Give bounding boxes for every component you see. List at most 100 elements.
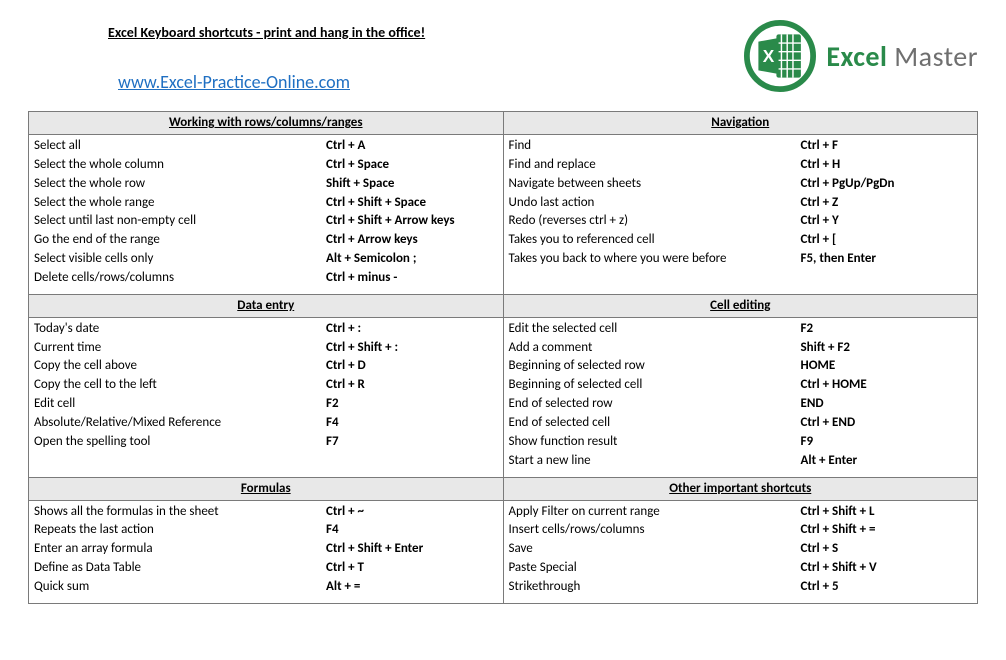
shortcut-row: Shows all the formulas in the sheetCtrl … — [34, 503, 498, 522]
shortcut-keys: Ctrl + : — [326, 320, 498, 339]
section-rows: FindCtrl + FFind and replaceCtrl + HNavi… — [504, 135, 978, 275]
shortcut-keys: Ctrl + Arrow keys — [326, 231, 498, 250]
shortcut-row: Copy the cell to the leftCtrl + R — [34, 376, 498, 395]
shortcut-desc: Open the spelling tool — [34, 433, 326, 452]
shortcut-desc: Quick sum — [34, 578, 326, 597]
shortcut-keys: Ctrl + T — [326, 559, 498, 578]
shortcut-desc: Navigate between sheets — [509, 175, 801, 194]
shortcut-desc: Delete cells/rows/columns — [34, 269, 326, 288]
shortcut-desc: Paste Special — [509, 559, 801, 578]
section-rows: Select allCtrl + ASelect the whole colum… — [29, 135, 503, 294]
header: Excel Keyboard shortcuts - print and han… — [28, 20, 978, 93]
shortcut-desc: Apply Filter on current range — [509, 503, 801, 522]
shortcut-desc: Add a comment — [509, 339, 801, 358]
shortcut-row: Enter an array formulaCtrl + Shift + Ent… — [34, 540, 498, 559]
shortcut-row: Edit cellF2 — [34, 395, 498, 414]
shortcut-keys: Ctrl + Shift + : — [326, 339, 498, 358]
shortcut-keys: Alt + = — [326, 578, 498, 597]
shortcut-keys: Ctrl + END — [801, 414, 973, 433]
shortcut-keys: Ctrl + HOME — [801, 376, 973, 395]
shortcut-row: StrikethroughCtrl + 5 — [509, 578, 973, 597]
site-link[interactable]: www.Excel-Practice-Online.com — [118, 71, 350, 93]
shortcut-keys: Ctrl + Shift + Enter — [326, 540, 498, 559]
shortcut-keys: Shift + Space — [326, 175, 498, 194]
shortcut-keys: Ctrl + Shift + V — [801, 559, 973, 578]
section-rows: Apply Filter on current rangeCtrl + Shif… — [504, 501, 978, 603]
shortcut-desc: Edit cell — [34, 395, 326, 414]
shortcut-keys: Ctrl + Y — [801, 212, 973, 231]
shortcut-keys: Ctrl + D — [326, 357, 498, 376]
shortcut-desc: Strikethrough — [509, 578, 801, 597]
shortcut-row: Select allCtrl + A — [34, 137, 498, 156]
shortcut-desc: Select the whole range — [34, 194, 326, 213]
svg-text:X: X — [763, 46, 775, 66]
shortcut-keys: Ctrl + PgUp/PgDn — [801, 175, 973, 194]
shortcut-keys: END — [801, 395, 973, 414]
section-title: Other important shortcuts — [504, 478, 978, 501]
shortcut-row: Show function resultF9 — [509, 433, 973, 452]
shortcut-row: Absolute/Relative/Mixed ReferenceF4 — [34, 414, 498, 433]
section-title: Formulas — [29, 478, 503, 501]
header-left: Excel Keyboard shortcuts - print and han… — [28, 20, 551, 93]
shortcut-desc: Repeats the last action — [34, 521, 326, 540]
shortcut-desc: Show function result — [509, 433, 801, 452]
shortcut-desc: Start a new line — [509, 452, 801, 471]
section-title: Working with rows/columns/ranges — [29, 112, 503, 135]
shortcut-keys: F4 — [326, 521, 498, 540]
shortcut-keys: Shift + F2 — [801, 339, 973, 358]
shortcut-keys: Ctrl + 5 — [801, 578, 973, 597]
excel-logo-icon: X — [744, 20, 816, 92]
section: NavigationFindCtrl + FFind and replaceCt… — [504, 112, 979, 295]
shortcut-desc: End of selected row — [509, 395, 801, 414]
shortcut-row: Takes you to referenced cellCtrl + [ — [509, 231, 973, 250]
shortcut-desc: Undo last action — [509, 194, 801, 213]
shortcut-row: Undo last actionCtrl + Z — [509, 194, 973, 213]
shortcut-desc: Takes you back to where you were before — [509, 250, 801, 269]
shortcut-keys: F9 — [801, 433, 973, 452]
shortcut-keys: Alt + Enter — [801, 452, 973, 471]
shortcut-desc: Copy the cell above — [34, 357, 326, 376]
shortcut-keys: Ctrl + Shift + = — [801, 521, 973, 540]
section-rows: Today's dateCtrl + :Current timeCtrl + S… — [29, 318, 503, 458]
shortcut-desc: Shows all the formulas in the sheet — [34, 503, 326, 522]
shortcut-row: Navigate between sheetsCtrl + PgUp/PgDn — [509, 175, 973, 194]
shortcut-desc: Select the whole column — [34, 156, 326, 175]
section-title: Navigation — [504, 112, 978, 135]
shortcut-keys: Ctrl + A — [326, 137, 498, 156]
shortcut-row: Find and replaceCtrl + H — [509, 156, 973, 175]
shortcut-keys: Ctrl + Space — [326, 156, 498, 175]
shortcut-row: Delete cells/rows/columnsCtrl + minus - — [34, 269, 498, 288]
shortcut-desc: Define as Data Table — [34, 559, 326, 578]
shortcut-row: Select until last non-empty cellCtrl + S… — [34, 212, 498, 231]
shortcut-keys: Ctrl + [ — [801, 231, 973, 250]
section-title: Cell editing — [504, 295, 978, 318]
shortcut-keys: Ctrl + H — [801, 156, 973, 175]
shortcut-desc: Insert cells/rows/columns — [509, 521, 801, 540]
shortcut-keys: Ctrl + ~ — [326, 503, 498, 522]
shortcut-row: SaveCtrl + S — [509, 540, 973, 559]
shortcut-keys: Alt + Semicolon ; — [326, 250, 498, 269]
section-title: Data entry — [29, 295, 503, 318]
shortcut-desc: Find — [509, 137, 801, 156]
shortcut-row: Add a commentShift + F2 — [509, 339, 973, 358]
shortcut-desc: Select the whole row — [34, 175, 326, 194]
shortcut-row: End of selected cellCtrl + END — [509, 414, 973, 433]
shortcut-row: Beginning of selected rowHOME — [509, 357, 973, 376]
shortcut-desc: Redo (reverses ctrl + z) — [509, 212, 801, 231]
shortcut-desc: Find and replace — [509, 156, 801, 175]
shortcut-row: Go the end of the rangeCtrl + Arrow keys — [34, 231, 498, 250]
shortcut-keys: Ctrl + Shift + Space — [326, 194, 498, 213]
shortcut-row: Edit the selected cellF2 — [509, 320, 973, 339]
shortcut-row: Apply Filter on current rangeCtrl + Shif… — [509, 503, 973, 522]
shortcut-row: Select visible cells onlyAlt + Semicolon… — [34, 250, 498, 269]
shortcut-row: Start a new lineAlt + Enter — [509, 452, 973, 471]
section: Other important shortcuts Apply Filter on… — [504, 478, 979, 604]
shortcut-keys: Ctrl + Shift + L — [801, 503, 973, 522]
section: Working with rows/columns/rangesSelect a… — [29, 112, 504, 295]
shortcut-row: Insert cells/rows/columnsCtrl + Shift + … — [509, 521, 973, 540]
shortcut-keys: F7 — [326, 433, 498, 452]
shortcut-grid: Working with rows/columns/rangesSelect a… — [28, 111, 978, 604]
shortcut-row: Define as Data TableCtrl + T — [34, 559, 498, 578]
shortcut-keys: Ctrl + S — [801, 540, 973, 559]
logo: X Excel Master — [744, 20, 978, 92]
